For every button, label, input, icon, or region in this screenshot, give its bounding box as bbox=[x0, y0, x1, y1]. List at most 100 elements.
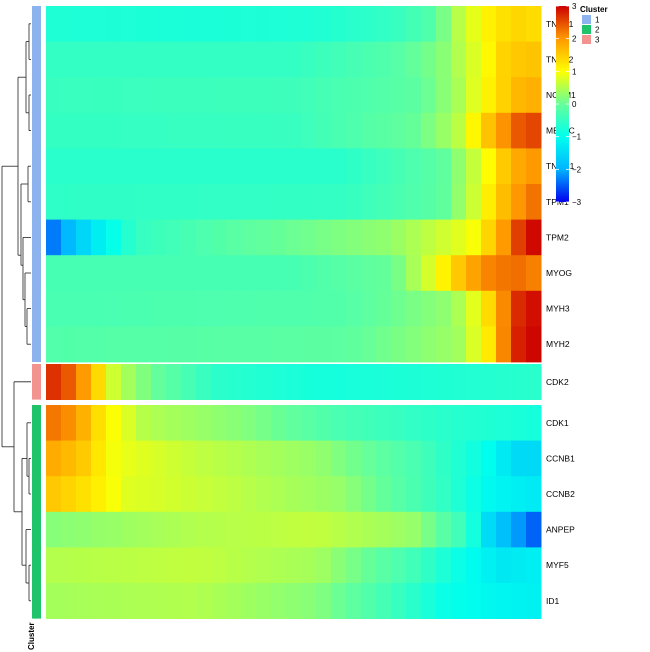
heatmap-cell bbox=[421, 476, 437, 513]
heatmap-cell bbox=[316, 6, 332, 42]
heatmap-cell bbox=[361, 255, 377, 292]
heatmap-cell bbox=[121, 511, 137, 548]
heatmap-cell bbox=[76, 77, 92, 114]
heatmap-cell bbox=[451, 476, 467, 513]
heatmap-cell bbox=[361, 112, 377, 149]
heatmap-cell bbox=[466, 326, 482, 363]
heatmap-cell bbox=[151, 405, 167, 441]
heatmap-cell bbox=[151, 77, 167, 114]
heatmap-cell bbox=[211, 6, 227, 42]
heatmap-cell bbox=[256, 511, 272, 548]
heatmap-cell bbox=[481, 511, 497, 548]
heatmap-cell bbox=[46, 112, 62, 149]
heatmap-cell bbox=[226, 148, 242, 185]
heatmap-cell bbox=[316, 476, 332, 513]
heatmap-cell bbox=[196, 476, 212, 513]
heatmap-cell bbox=[331, 184, 347, 220]
heatmap-cell bbox=[361, 290, 377, 327]
heatmap-cell bbox=[91, 476, 107, 513]
heatmap-cell bbox=[166, 476, 182, 513]
heatmap-cell bbox=[121, 6, 137, 42]
heatmap-cell bbox=[91, 6, 107, 42]
heatmap-cell bbox=[181, 440, 197, 477]
heatmap-cell bbox=[466, 290, 482, 327]
heatmap-cell bbox=[181, 326, 197, 363]
heatmap-cell bbox=[136, 326, 152, 363]
cluster-bar-segment bbox=[32, 405, 41, 619]
heatmap-cell bbox=[436, 290, 452, 327]
heatmap-cell bbox=[406, 326, 422, 363]
heatmap-cell bbox=[91, 255, 107, 292]
heatmap-cell bbox=[436, 112, 452, 149]
heatmap-cell bbox=[346, 583, 362, 619]
heatmap-cell bbox=[436, 476, 452, 513]
heatmap-cell bbox=[466, 219, 482, 256]
heatmap-cell bbox=[136, 476, 152, 513]
heatmap-cell bbox=[286, 583, 302, 619]
heatmap-cell bbox=[496, 255, 512, 292]
heatmap-cell bbox=[286, 364, 302, 400]
heatmap-cell bbox=[421, 77, 437, 114]
heatmap-cell bbox=[496, 326, 512, 363]
heatmap-cell bbox=[166, 219, 182, 256]
heatmap-cell bbox=[226, 6, 242, 42]
heatmap-cell bbox=[376, 511, 392, 548]
heatmap-cell bbox=[496, 41, 512, 78]
heatmap-cell bbox=[361, 583, 377, 619]
cluster-legend-swatch bbox=[582, 15, 591, 24]
heatmap-cell bbox=[376, 290, 392, 327]
heatmap-cell bbox=[151, 583, 167, 619]
heatmap-cell bbox=[226, 41, 242, 78]
heatmap-cell bbox=[226, 547, 242, 584]
heatmap-cell bbox=[496, 184, 512, 220]
heatmap-cell bbox=[286, 405, 302, 441]
heatmap-cell bbox=[121, 112, 137, 149]
heatmap-cell bbox=[451, 326, 467, 363]
heatmap-cell bbox=[166, 511, 182, 548]
heatmap-cell bbox=[46, 255, 62, 292]
heatmap-cell bbox=[271, 219, 287, 256]
heatmap-cell bbox=[106, 476, 122, 513]
heatmap-cell bbox=[301, 440, 317, 477]
heatmap-cell bbox=[526, 6, 542, 42]
heatmap-cell bbox=[346, 547, 362, 584]
heatmap-cell bbox=[256, 112, 272, 149]
heatmap-cell bbox=[406, 41, 422, 78]
heatmap-cell bbox=[436, 440, 452, 477]
heatmap-cell bbox=[286, 112, 302, 149]
heatmap-cell bbox=[451, 364, 467, 400]
cluster-legend-label: 2 bbox=[595, 26, 600, 35]
cluster-legend-swatch bbox=[582, 35, 591, 44]
heatmap-cell bbox=[151, 547, 167, 584]
heatmap-cell bbox=[376, 547, 392, 584]
heatmap-cell bbox=[391, 184, 407, 220]
heatmap-cell bbox=[316, 219, 332, 256]
heatmap-cell bbox=[196, 440, 212, 477]
heatmap-cell bbox=[496, 112, 512, 149]
legend-tick-label: 0 bbox=[572, 100, 577, 109]
heatmap-cell bbox=[181, 255, 197, 292]
heatmap-cell bbox=[181, 405, 197, 441]
heatmap-cell bbox=[91, 405, 107, 441]
heatmap-cell bbox=[301, 326, 317, 363]
heatmap-cell bbox=[211, 547, 227, 584]
heatmap-cell bbox=[526, 547, 542, 584]
heatmap-cell bbox=[526, 440, 542, 477]
heatmap-cell bbox=[346, 6, 362, 42]
heatmap-cell bbox=[466, 184, 482, 220]
heatmap-cell bbox=[226, 326, 242, 363]
heatmap-cell bbox=[331, 41, 347, 78]
heatmap-cell bbox=[346, 77, 362, 114]
heatmap-cell bbox=[526, 364, 542, 400]
heatmap-cell bbox=[271, 547, 287, 584]
heatmap-cell bbox=[526, 41, 542, 78]
heatmap-cell bbox=[91, 440, 107, 477]
heatmap-cell bbox=[61, 77, 77, 114]
heatmap-cell bbox=[331, 77, 347, 114]
heatmap-cell bbox=[121, 290, 137, 327]
heatmap-cell bbox=[436, 219, 452, 256]
heatmap-cell bbox=[301, 405, 317, 441]
heatmap-cell bbox=[511, 219, 527, 256]
heatmap-cell bbox=[421, 440, 437, 477]
heatmap-cell bbox=[61, 219, 77, 256]
